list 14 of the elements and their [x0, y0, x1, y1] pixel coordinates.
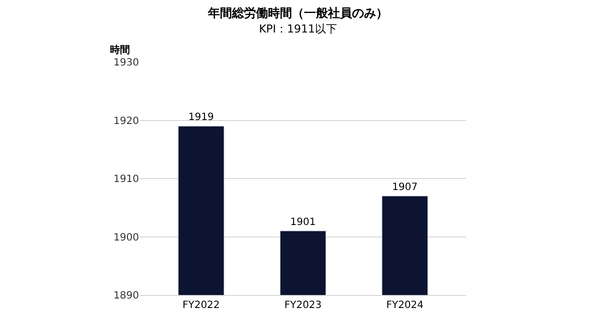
- y-axis-title: 時間: [110, 44, 130, 56]
- data-label: 1901: [290, 216, 316, 228]
- y-tick-label: 1910: [114, 174, 139, 185]
- y-tick-label: 1930: [114, 58, 139, 68]
- x-tick-label: FY2023: [284, 300, 322, 311]
- x-tick-label: FY2024: [386, 300, 424, 311]
- chart-title: 年間総労働時間（一般社員のみ）: [207, 6, 388, 20]
- data-label: 1919: [188, 112, 214, 124]
- chart-subtitle: KPI：1911以下: [258, 22, 338, 36]
- y-tick-label: 1900: [114, 232, 139, 244]
- data-label: 1907: [392, 182, 418, 193]
- y-tick-label: 1920: [114, 116, 139, 127]
- y-tick-label: 1890: [114, 290, 139, 302]
- x-tick-label: FY2022: [182, 300, 220, 311]
